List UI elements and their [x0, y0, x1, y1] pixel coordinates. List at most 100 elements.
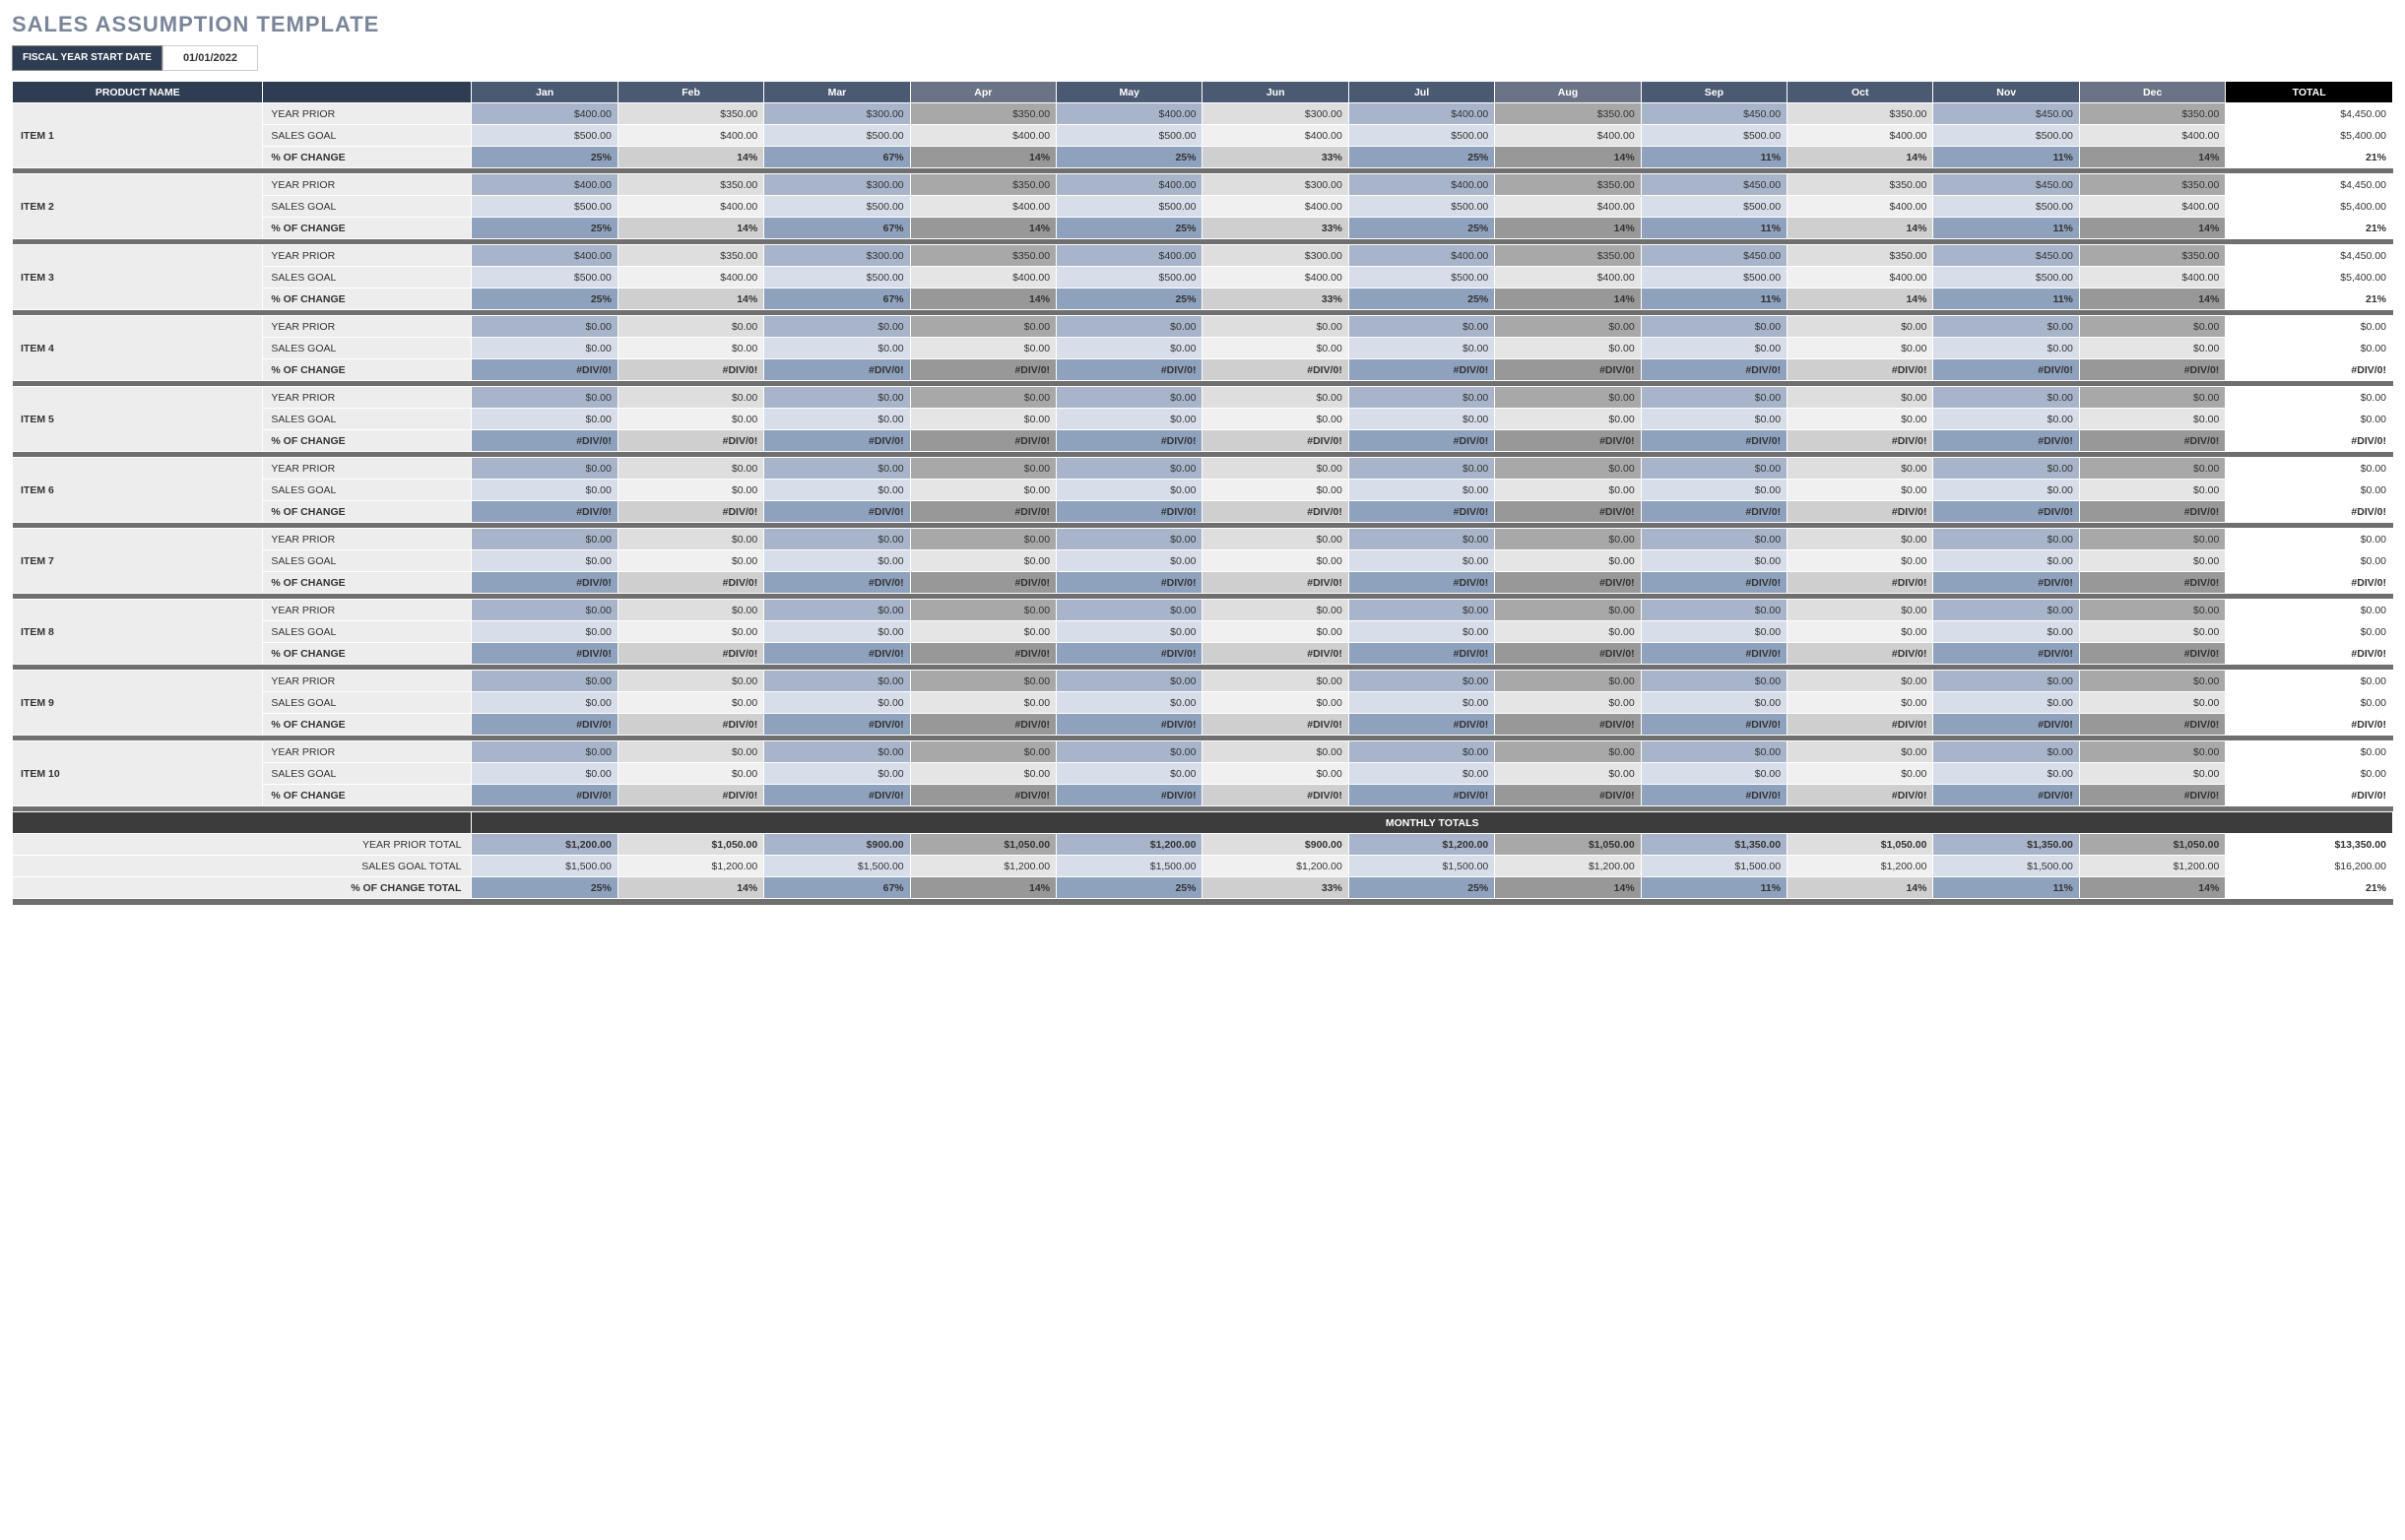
cell[interactable]: $0.00	[1641, 480, 1787, 501]
cell[interactable]: $0.00	[910, 480, 1056, 501]
cell[interactable]: $0.00	[472, 409, 618, 430]
cell[interactable]: $400.00	[1788, 267, 1933, 289]
cell[interactable]: $0.00	[1933, 338, 2079, 359]
cell[interactable]: $0.00	[618, 529, 763, 550]
cell[interactable]: $400.00	[618, 267, 763, 289]
cell[interactable]: $0.00	[1202, 529, 1348, 550]
item-name[interactable]: ITEM 1	[13, 103, 263, 168]
cell[interactable]: $0.00	[1348, 692, 1494, 714]
cell[interactable]: $350.00	[910, 103, 1056, 125]
cell[interactable]: $400.00	[910, 267, 1056, 289]
cell[interactable]: $0.00	[1202, 480, 1348, 501]
cell[interactable]: $0.00	[1788, 458, 1933, 480]
cell[interactable]: #DIV/0!	[910, 785, 1056, 806]
cell[interactable]: #DIV/0!	[472, 714, 618, 736]
cell[interactable]: $0.00	[1788, 480, 1933, 501]
cell[interactable]: #DIV/0!	[1348, 501, 1494, 523]
cell[interactable]: $0.00	[618, 480, 763, 501]
cell[interactable]: #DIV/0!	[764, 572, 910, 594]
cell[interactable]: $0.00	[2079, 480, 2225, 501]
cell[interactable]: $0.00	[1202, 600, 1348, 621]
cell[interactable]: $300.00	[1202, 174, 1348, 196]
cell[interactable]: #DIV/0!	[764, 501, 910, 523]
cell[interactable]: #DIV/0!	[1495, 643, 1641, 665]
cell[interactable]: 14%	[910, 289, 1056, 310]
cell[interactable]: 25%	[1348, 218, 1494, 239]
cell[interactable]: $350.00	[1788, 103, 1933, 125]
cell[interactable]: $400.00	[2079, 267, 2225, 289]
cell[interactable]: $0.00	[764, 600, 910, 621]
cell[interactable]: $0.00	[1788, 387, 1933, 409]
cell[interactable]: $500.00	[1933, 196, 2079, 218]
cell[interactable]: $500.00	[1348, 125, 1494, 147]
cell[interactable]: $0.00	[2079, 316, 2225, 338]
cell[interactable]: #DIV/0!	[2079, 572, 2225, 594]
cell[interactable]: 14%	[910, 218, 1056, 239]
cell[interactable]: $0.00	[618, 671, 763, 692]
cell[interactable]: 25%	[472, 289, 618, 310]
cell[interactable]: $0.00	[1641, 550, 1787, 572]
cell[interactable]: $0.00	[1057, 387, 1202, 409]
cell[interactable]: $500.00	[1348, 196, 1494, 218]
cell[interactable]: #DIV/0!	[910, 714, 1056, 736]
cell[interactable]: $400.00	[1057, 103, 1202, 125]
cell[interactable]: $0.00	[1641, 316, 1787, 338]
cell[interactable]: $0.00	[1348, 763, 1494, 785]
cell[interactable]: #DIV/0!	[1641, 359, 1787, 381]
cell[interactable]: $0.00	[1348, 621, 1494, 643]
cell[interactable]: $0.00	[1057, 600, 1202, 621]
cell[interactable]: 14%	[2079, 218, 2225, 239]
cell[interactable]: #DIV/0!	[1057, 359, 1202, 381]
item-name[interactable]: ITEM 10	[13, 741, 263, 806]
cell[interactable]: $0.00	[1933, 550, 2079, 572]
cell[interactable]: #DIV/0!	[1348, 572, 1494, 594]
cell[interactable]: $500.00	[1641, 125, 1787, 147]
cell[interactable]: $400.00	[2079, 196, 2225, 218]
cell[interactable]: #DIV/0!	[2079, 785, 2225, 806]
item-name[interactable]: ITEM 6	[13, 458, 263, 523]
cell[interactable]: #DIV/0!	[764, 785, 910, 806]
cell[interactable]: $0.00	[1348, 387, 1494, 409]
cell[interactable]: $0.00	[618, 316, 763, 338]
cell[interactable]: $0.00	[1495, 338, 1641, 359]
cell[interactable]: #DIV/0!	[1495, 359, 1641, 381]
cell[interactable]: $0.00	[618, 409, 763, 430]
cell[interactable]: $0.00	[1348, 480, 1494, 501]
cell[interactable]: $0.00	[1495, 600, 1641, 621]
cell[interactable]: $0.00	[1641, 529, 1787, 550]
cell[interactable]: #DIV/0!	[764, 643, 910, 665]
cell[interactable]: $0.00	[1933, 692, 2079, 714]
cell[interactable]: $0.00	[2079, 387, 2225, 409]
cell[interactable]: $0.00	[764, 409, 910, 430]
cell[interactable]: $450.00	[1933, 174, 2079, 196]
cell[interactable]: $0.00	[1202, 741, 1348, 763]
cell[interactable]: $450.00	[1641, 103, 1787, 125]
cell[interactable]: $0.00	[1057, 458, 1202, 480]
cell[interactable]: $0.00	[1348, 671, 1494, 692]
cell[interactable]: $500.00	[764, 267, 910, 289]
cell[interactable]: $0.00	[1057, 338, 1202, 359]
cell[interactable]: #DIV/0!	[1641, 430, 1787, 452]
cell[interactable]: #DIV/0!	[910, 572, 1056, 594]
cell[interactable]: #DIV/0!	[1933, 430, 2079, 452]
cell[interactable]: #DIV/0!	[1348, 359, 1494, 381]
cell[interactable]: $0.00	[1348, 458, 1494, 480]
cell[interactable]: 14%	[618, 289, 763, 310]
cell[interactable]: 33%	[1202, 147, 1348, 168]
cell[interactable]: $0.00	[1202, 692, 1348, 714]
cell[interactable]: 67%	[764, 218, 910, 239]
cell[interactable]: $0.00	[1057, 316, 1202, 338]
cell[interactable]: $0.00	[472, 600, 618, 621]
cell[interactable]: $0.00	[472, 458, 618, 480]
cell[interactable]: $0.00	[1202, 671, 1348, 692]
cell[interactable]: $350.00	[618, 245, 763, 267]
cell[interactable]: 67%	[764, 289, 910, 310]
cell[interactable]: $0.00	[472, 550, 618, 572]
cell[interactable]: #DIV/0!	[2079, 643, 2225, 665]
cell[interactable]: #DIV/0!	[1788, 572, 1933, 594]
cell[interactable]: #DIV/0!	[1641, 785, 1787, 806]
cell[interactable]: #DIV/0!	[764, 359, 910, 381]
cell[interactable]: $0.00	[1788, 741, 1933, 763]
cell[interactable]: #DIV/0!	[618, 714, 763, 736]
cell[interactable]: $0.00	[910, 692, 1056, 714]
